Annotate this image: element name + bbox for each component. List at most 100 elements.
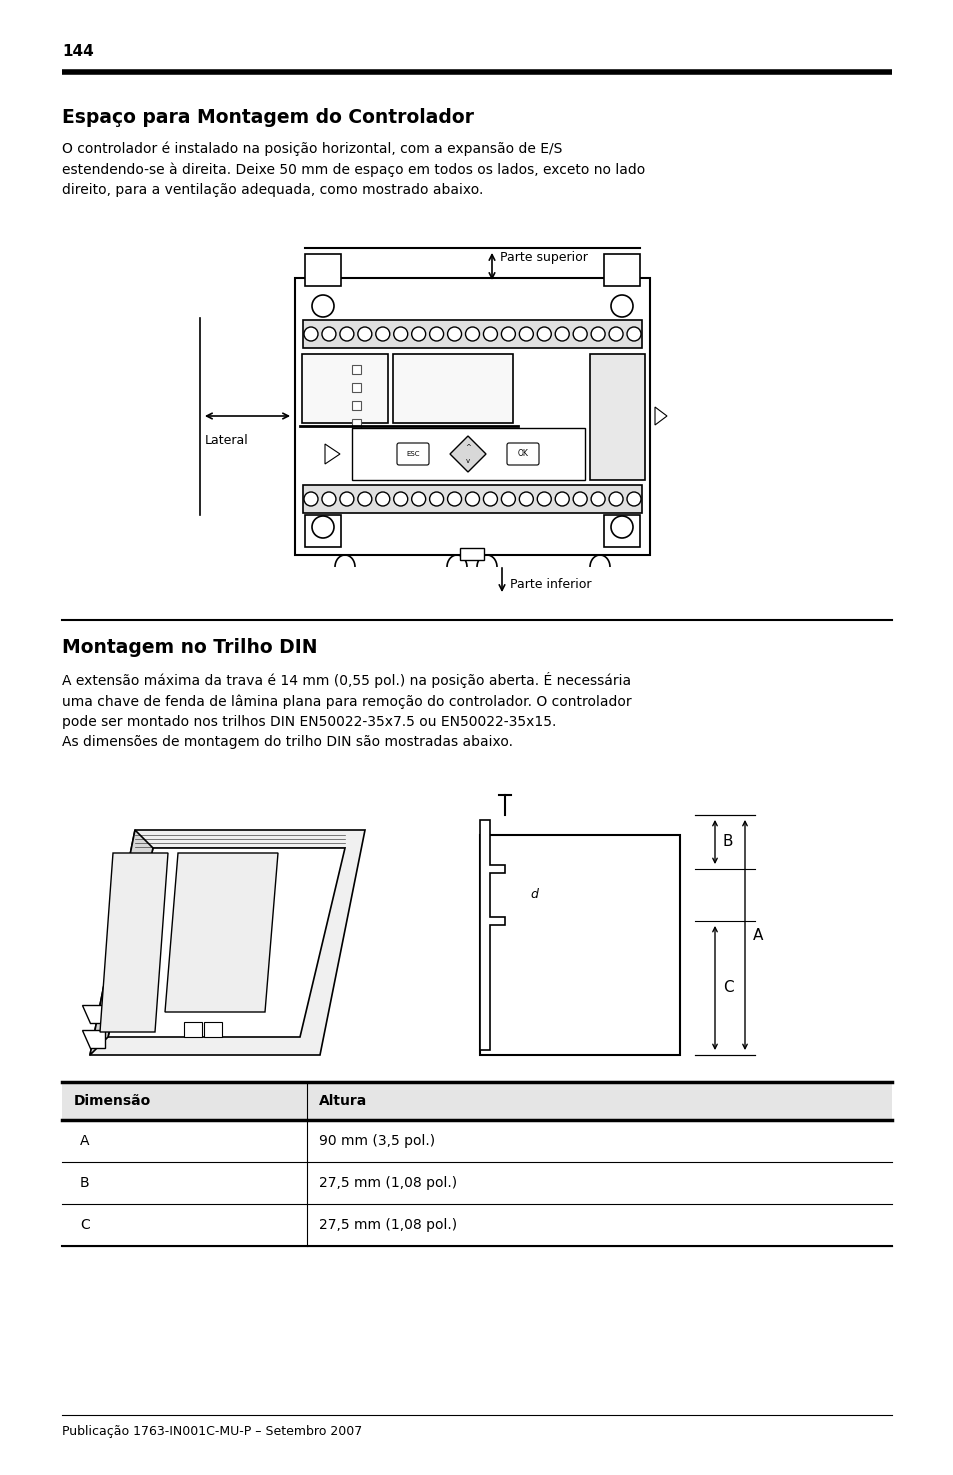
Circle shape bbox=[626, 493, 640, 506]
Polygon shape bbox=[479, 820, 504, 1050]
Text: A: A bbox=[752, 928, 762, 943]
Bar bbox=[184, 1022, 202, 1037]
Polygon shape bbox=[655, 407, 666, 425]
Text: Parte inferior: Parte inferior bbox=[510, 578, 591, 591]
Bar bbox=[302, 354, 388, 423]
Text: 27,5 mm (1,08 pol.): 27,5 mm (1,08 pol.) bbox=[318, 1218, 456, 1232]
Circle shape bbox=[518, 493, 533, 506]
Circle shape bbox=[312, 295, 334, 317]
Bar bbox=[62, 1083, 891, 1120]
Circle shape bbox=[501, 327, 515, 341]
Polygon shape bbox=[450, 437, 485, 472]
Circle shape bbox=[608, 493, 622, 506]
Circle shape bbox=[610, 516, 633, 538]
Circle shape bbox=[412, 327, 425, 341]
Circle shape bbox=[321, 327, 335, 341]
Text: A: A bbox=[80, 1134, 90, 1148]
Text: v: v bbox=[465, 459, 470, 465]
Polygon shape bbox=[90, 830, 365, 1055]
Circle shape bbox=[555, 493, 569, 506]
Circle shape bbox=[537, 327, 551, 341]
Bar bbox=[294, 277, 649, 555]
Text: 27,5 mm (1,08 pol.): 27,5 mm (1,08 pol.) bbox=[318, 1176, 456, 1190]
Bar bbox=[603, 254, 639, 286]
Bar bbox=[305, 515, 340, 547]
Bar bbox=[352, 428, 584, 479]
Text: B: B bbox=[80, 1176, 90, 1190]
FancyBboxPatch shape bbox=[396, 442, 429, 465]
Text: ESC: ESC bbox=[406, 451, 419, 457]
Circle shape bbox=[412, 493, 425, 506]
Text: Espaço para Montagem do Controlador: Espaço para Montagem do Controlador bbox=[62, 108, 474, 127]
Circle shape bbox=[483, 327, 497, 341]
Text: Publicação 1763-IN001C-MU-P – Setembro 2007: Publicação 1763-IN001C-MU-P – Setembro 2… bbox=[62, 1425, 362, 1438]
Circle shape bbox=[447, 327, 461, 341]
Circle shape bbox=[375, 327, 390, 341]
Circle shape bbox=[591, 493, 604, 506]
Polygon shape bbox=[82, 1030, 105, 1049]
Bar bbox=[303, 320, 641, 348]
Text: Montagem no Trilho DIN: Montagem no Trilho DIN bbox=[62, 639, 317, 656]
Polygon shape bbox=[325, 444, 339, 465]
Polygon shape bbox=[82, 1004, 105, 1024]
Bar bbox=[303, 485, 641, 513]
Bar bbox=[393, 354, 513, 423]
Text: B: B bbox=[722, 835, 733, 850]
Bar bbox=[589, 354, 644, 479]
Bar bbox=[352, 419, 360, 428]
Circle shape bbox=[610, 295, 633, 317]
Circle shape bbox=[304, 493, 317, 506]
Circle shape bbox=[394, 493, 407, 506]
Text: Dimensão: Dimensão bbox=[74, 1094, 152, 1108]
Text: 90 mm (3,5 pol.): 90 mm (3,5 pol.) bbox=[318, 1134, 435, 1148]
Circle shape bbox=[312, 516, 334, 538]
Polygon shape bbox=[108, 848, 345, 1037]
Circle shape bbox=[429, 493, 443, 506]
Text: Lateral: Lateral bbox=[205, 434, 249, 447]
Text: Parte superior: Parte superior bbox=[499, 252, 587, 264]
Bar bbox=[459, 549, 483, 560]
Circle shape bbox=[608, 327, 622, 341]
Circle shape bbox=[357, 327, 372, 341]
Circle shape bbox=[429, 327, 443, 341]
Circle shape bbox=[626, 327, 640, 341]
Text: OK: OK bbox=[517, 450, 528, 459]
Text: 144: 144 bbox=[62, 44, 93, 59]
Bar bbox=[352, 364, 360, 375]
Circle shape bbox=[537, 493, 551, 506]
Circle shape bbox=[339, 327, 354, 341]
Bar bbox=[479, 835, 679, 1055]
Circle shape bbox=[573, 493, 586, 506]
Circle shape bbox=[394, 327, 407, 341]
Polygon shape bbox=[90, 830, 152, 1055]
Circle shape bbox=[465, 493, 479, 506]
Circle shape bbox=[447, 493, 461, 506]
Circle shape bbox=[465, 327, 479, 341]
Circle shape bbox=[501, 493, 515, 506]
Text: C: C bbox=[80, 1218, 90, 1232]
Circle shape bbox=[339, 493, 354, 506]
Circle shape bbox=[518, 327, 533, 341]
Bar bbox=[305, 254, 340, 286]
Circle shape bbox=[555, 327, 569, 341]
Text: A extensão máxima da trava é 14 mm (0,55 pol.) na posição aberta. É necessária
u: A extensão máxima da trava é 14 mm (0,55… bbox=[62, 673, 631, 749]
Text: d: d bbox=[530, 888, 537, 901]
Circle shape bbox=[321, 493, 335, 506]
Text: ^: ^ bbox=[464, 444, 471, 450]
Polygon shape bbox=[165, 853, 277, 1012]
FancyBboxPatch shape bbox=[506, 442, 538, 465]
Circle shape bbox=[304, 327, 317, 341]
Bar bbox=[352, 384, 360, 392]
Text: C: C bbox=[722, 981, 733, 996]
Circle shape bbox=[573, 327, 586, 341]
Circle shape bbox=[357, 493, 372, 506]
Bar bbox=[603, 515, 639, 547]
Circle shape bbox=[375, 493, 390, 506]
Text: O controlador é instalado na posição horizontal, com a expansão de E/S
estendend: O controlador é instalado na posição hor… bbox=[62, 142, 644, 198]
Circle shape bbox=[591, 327, 604, 341]
Circle shape bbox=[483, 493, 497, 506]
Bar bbox=[204, 1022, 222, 1037]
Text: Altura: Altura bbox=[318, 1094, 367, 1108]
Bar bbox=[352, 401, 360, 410]
Polygon shape bbox=[100, 853, 168, 1032]
